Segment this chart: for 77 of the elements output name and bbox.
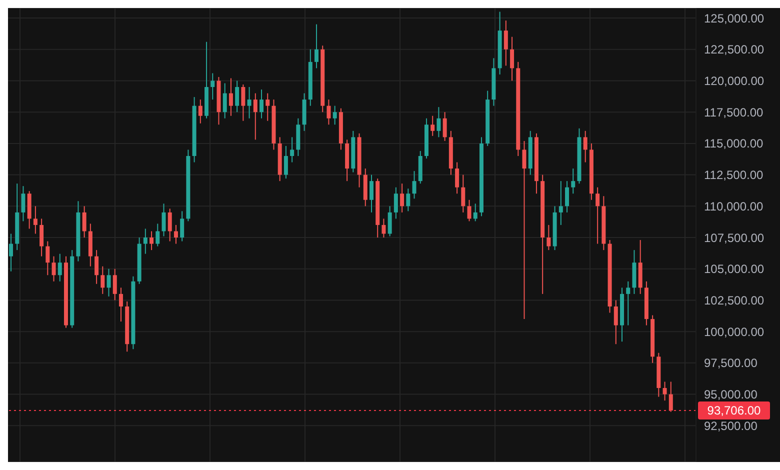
candlestick [369,174,374,213]
candlestick [266,92,270,122]
candlestick [668,381,673,412]
candlestick [174,224,178,244]
candlestick [162,203,166,237]
candlestick [382,218,386,238]
candlestick [546,224,551,251]
candlestick [58,253,62,282]
candlestick [143,228,148,254]
candlestick [467,199,472,222]
candlestick [21,186,26,222]
candlestick [473,203,478,222]
candlestick [558,180,563,226]
candlestick [571,168,576,194]
y-tick-label: 92,500.00 [704,418,758,433]
y-tick-label: 120,000.00 [704,74,764,88]
candlestick [412,170,416,200]
candlestick [326,99,331,126]
candlestick [583,130,588,163]
candlestick [290,136,294,163]
candlestick [504,20,508,66]
candlestick [100,266,105,294]
candlestick [260,89,264,119]
y-tick-label: 100,000.00 [704,324,764,339]
candlestick [118,287,123,322]
candlestick [394,186,398,220]
candlestick [33,206,38,234]
candlestick [82,206,86,238]
candlestick [198,99,202,124]
candlestick [332,105,337,126]
candlestick [430,115,435,136]
y-tick-label: 97,500.00 [704,356,758,370]
ref-line-label: 93,706.00 [707,404,762,418]
candlestick [168,208,172,242]
candlestick [112,268,117,301]
candlestick [253,92,258,140]
candlestick [522,140,526,320]
candlestick [180,210,184,242]
candlestick [247,86,252,119]
candlestick [228,78,233,116]
candlestick [662,381,667,402]
candlestick [241,84,246,122]
candlestick [442,112,447,142]
y-tick-label: 112,500.00 [704,168,764,182]
candlestick [52,256,56,282]
y-tick-label: 105,000.00 [704,262,764,276]
candlestick [510,36,514,82]
candlestick [314,24,319,69]
y-tick-label: 117,500.00 [704,105,764,120]
candlestick [94,250,99,284]
candlestick [210,72,215,100]
candlestick [626,280,630,326]
candlestick [235,80,240,113]
y-tick-label: 95,000.00 [704,388,758,402]
candlestick [388,206,392,237]
candlestick [156,223,160,247]
candlestick [284,145,288,180]
candlestick [46,240,50,276]
candlestick [406,188,410,212]
y-tick-label: 107,500.00 [704,230,764,245]
y-tick-label: 122,500.00 [704,42,764,57]
candlestick [40,218,44,257]
candlestick [150,230,154,251]
candlestick [106,268,111,297]
candlestick [455,162,460,194]
candlestick [9,233,13,272]
candlestick [436,106,441,138]
candlestick [222,82,227,119]
y-tick-label: 102,500.00 [704,293,764,308]
candlestick [614,300,618,345]
y-tick-label: 110,000.00 [704,199,764,214]
y-tick-label: 125,000.00 [704,11,764,26]
candlestick [565,180,570,213]
candlestick [596,186,600,244]
candlestick [461,174,466,213]
y-tick-label: 115,000.00 [704,136,764,151]
candlestick [400,183,404,213]
